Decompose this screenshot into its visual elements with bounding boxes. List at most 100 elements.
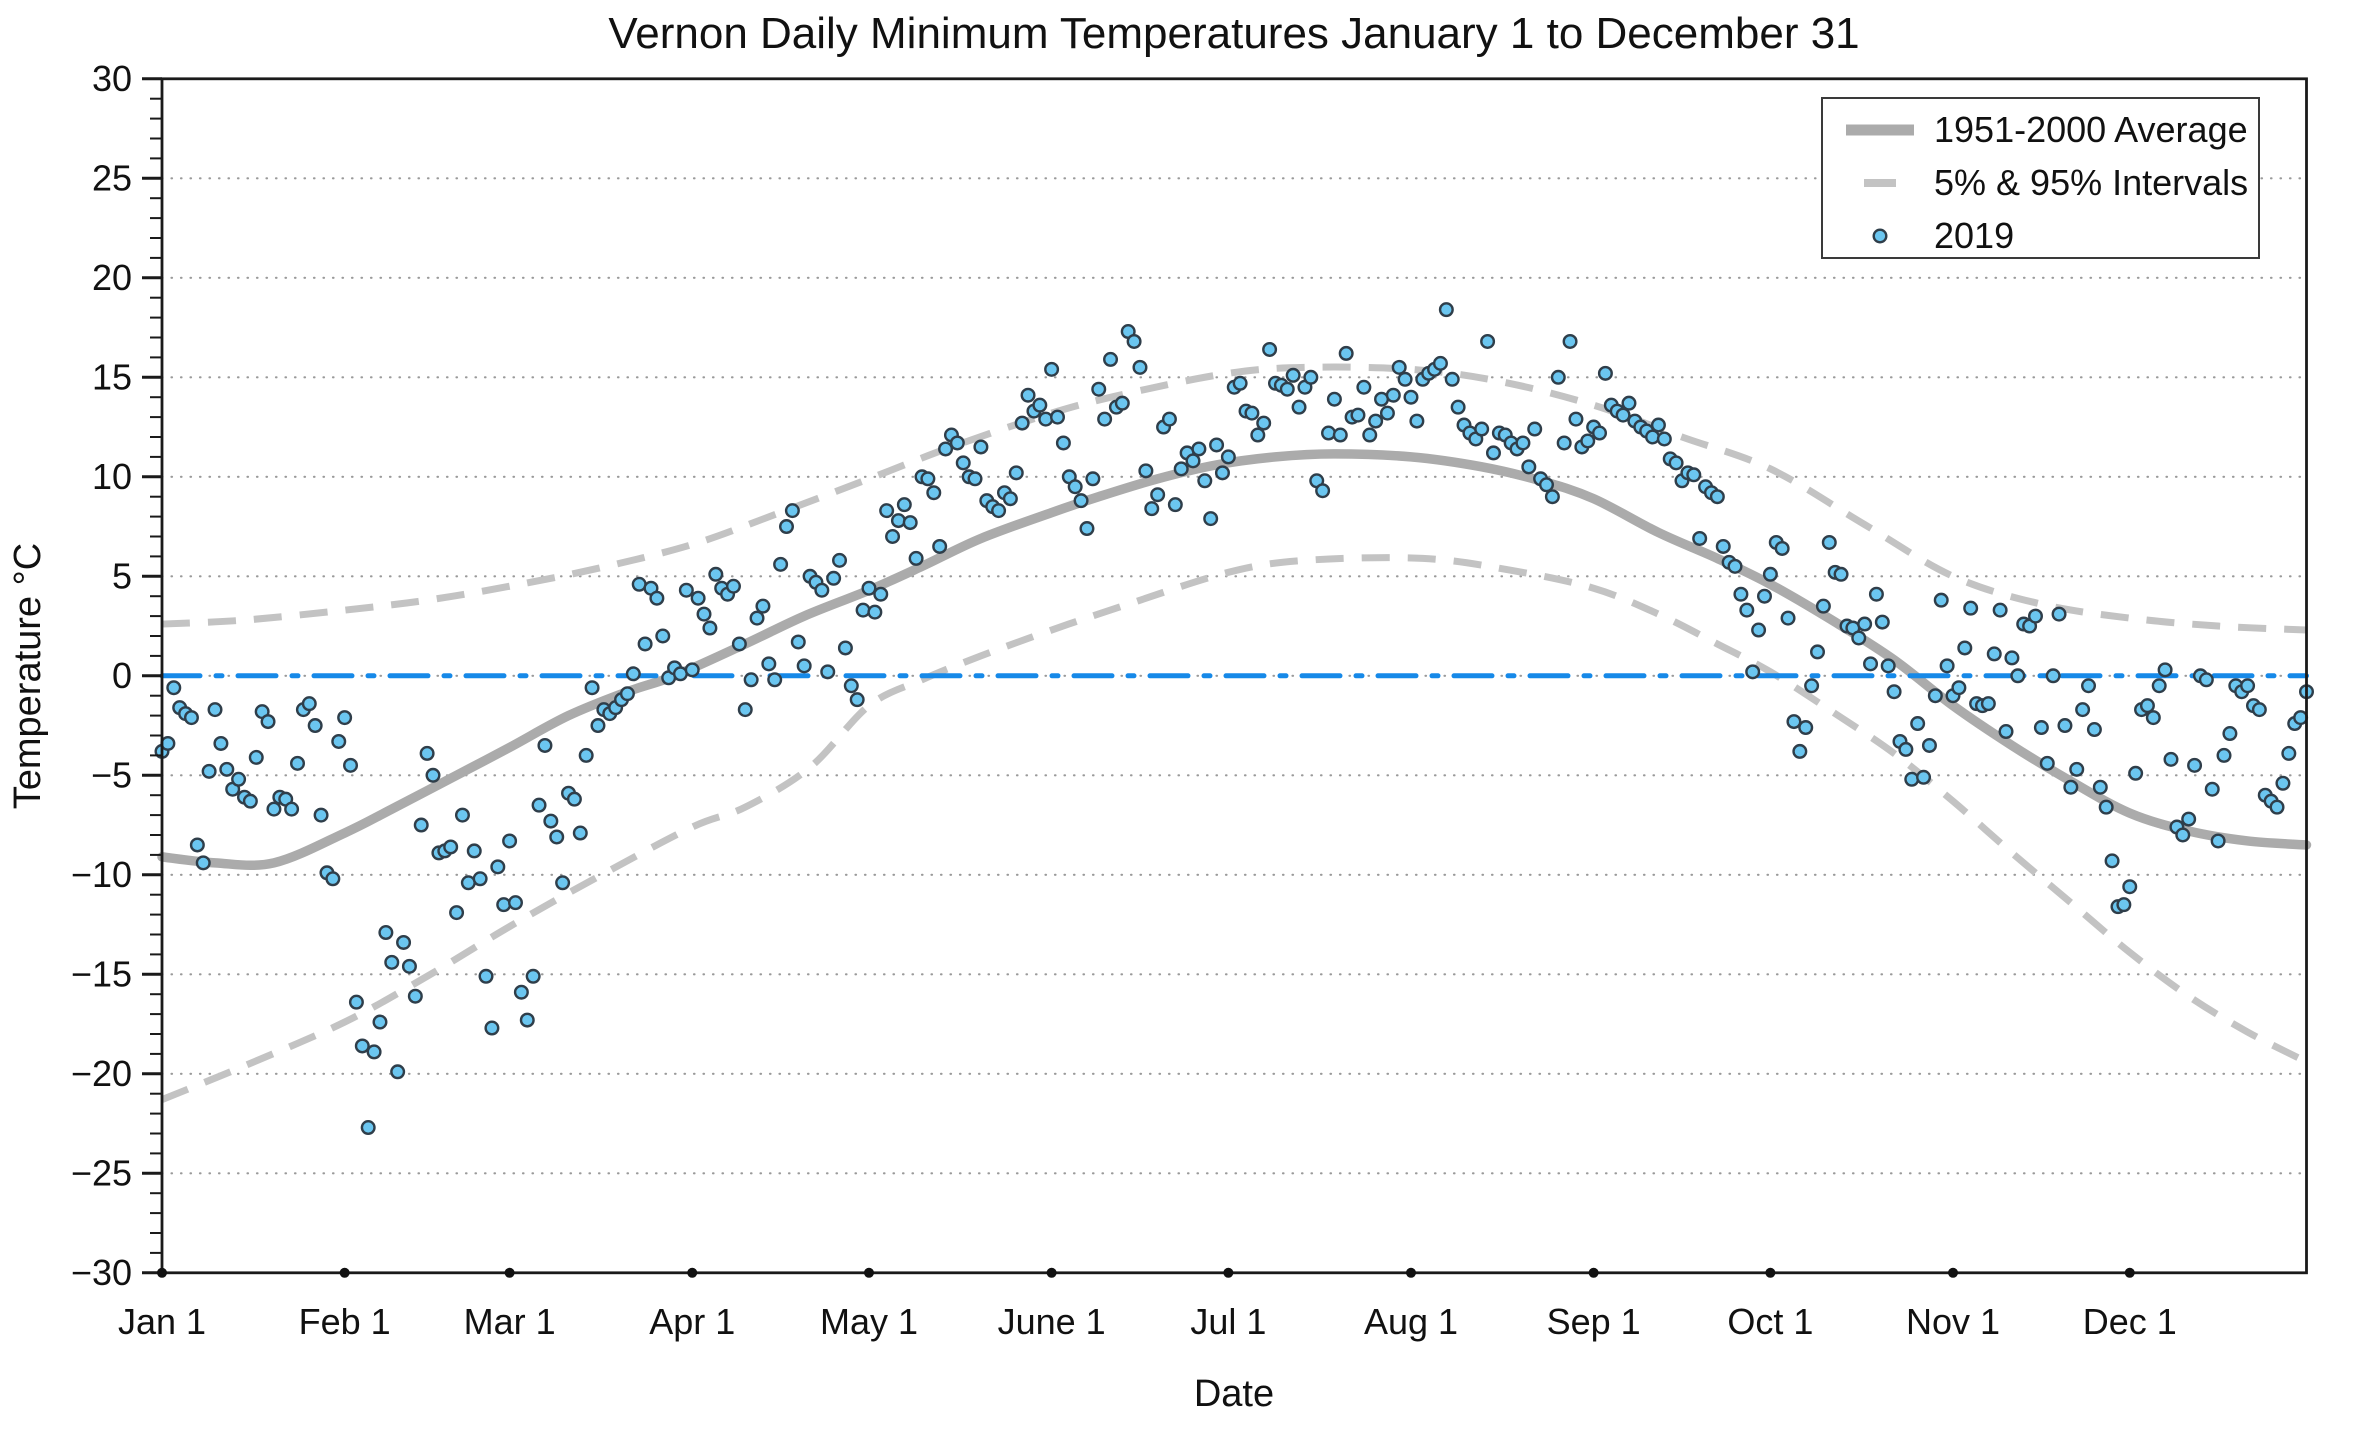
scatter-point: [1002, 491, 1018, 507]
scatter-point: [731, 636, 747, 652]
scatter-point: [2045, 668, 2061, 684]
scatter-point: [555, 875, 571, 891]
scatter-point: [466, 843, 482, 859]
scatter-point: [248, 749, 264, 765]
scatter-point: [1338, 345, 1354, 361]
scatter-point: [2116, 897, 2132, 913]
scatter-point: [1256, 415, 1272, 431]
scatter-point: [2269, 799, 2285, 815]
scatter-point: [637, 636, 653, 652]
scatter-point: [1073, 493, 1089, 509]
scatter-point: [584, 680, 600, 696]
scatter-point: [472, 871, 488, 887]
scatter-point: [1792, 743, 1808, 759]
scatter-point: [1898, 741, 1914, 757]
scatter-point: [2063, 779, 2079, 795]
scatter-point: [784, 503, 800, 519]
scatter-point: [1810, 644, 1826, 660]
x-tick-label: Feb 1: [299, 1301, 391, 1342]
scatter-point: [242, 793, 258, 809]
scatter-point: [1939, 658, 1955, 674]
x-tick-label: Apr 1: [649, 1301, 735, 1342]
scatter-point: [1910, 716, 1926, 732]
scatter-point: [1963, 600, 1979, 616]
scatter-point: [1880, 658, 1896, 674]
scatter-point: [525, 968, 541, 984]
scatter-point: [1262, 341, 1278, 357]
scatter-point: [231, 771, 247, 787]
scatter-point: [1444, 371, 1460, 387]
y-tick-label: −10: [71, 854, 132, 895]
scatter-point: [725, 578, 741, 594]
chart-title: Vernon Daily Minimum Temperatures Januar…: [608, 9, 1859, 58]
scatter-point: [1692, 530, 1708, 546]
scatter-point: [1209, 437, 1225, 453]
y-tick-label: −25: [71, 1152, 132, 1193]
month-marker-dot: [339, 1267, 350, 1278]
scatter-point: [1432, 355, 1448, 371]
scatter-point: [678, 582, 694, 598]
x-tick-label: Aug 1: [1364, 1301, 1458, 1342]
scatter-point: [1350, 407, 1366, 423]
scatter-point: [1998, 724, 2014, 740]
scatter-point: [543, 813, 559, 829]
scatter-point: [2275, 775, 2291, 791]
scatter-point: [696, 606, 712, 622]
y-axis-ticks: 30 25 20 15 10 5 0 −5 −10 −15 −20 −25 −30: [71, 58, 162, 1293]
scatter-point: [2104, 853, 2120, 869]
scatter-point: [1409, 413, 1425, 429]
scatter-point: [814, 582, 830, 598]
scatter-point: [1874, 614, 1890, 630]
scatter-point: [2187, 757, 2203, 773]
scatter-point: [2069, 761, 2085, 777]
scatter-point: [378, 925, 394, 941]
scatter-point: [490, 859, 506, 875]
scatter-point: [484, 1020, 500, 1036]
scatter-point: [425, 767, 441, 783]
scatter-point: [1921, 737, 1937, 753]
scatter-point: [1132, 359, 1148, 375]
month-marker-dot: [687, 1267, 698, 1278]
scatter-point: [1067, 479, 1083, 495]
scatter-point: [213, 735, 229, 751]
scatter-point: [1521, 459, 1537, 475]
x-tick-label: May 1: [820, 1301, 918, 1342]
scatter-point: [354, 1038, 370, 1054]
y-tick-label: 10: [92, 456, 132, 497]
scatter-point: [761, 656, 777, 672]
scatter-point: [2128, 765, 2144, 781]
scatter-point: [855, 602, 871, 618]
scatter-point: [1980, 696, 1996, 712]
scatter-point: [2027, 608, 2043, 624]
scatter-point: [1020, 387, 1036, 403]
scatter-point: [396, 934, 412, 950]
scatter-point: [938, 441, 954, 457]
scatter-point: [1686, 467, 1702, 483]
scatter-point: [1356, 379, 1372, 395]
scatter-point: [1739, 602, 1755, 618]
interval-95-line: [161, 363, 2307, 634]
y-tick-label: 30: [92, 58, 132, 99]
scatter-point: [1480, 333, 1496, 349]
scatter-point: [443, 839, 459, 855]
x-tick-label: Jan 1: [118, 1301, 206, 1342]
scatter-point: [1780, 610, 1796, 626]
scatter-point: [343, 757, 359, 773]
y-tick-label: 15: [92, 356, 132, 397]
scatter-point: [1103, 351, 1119, 367]
scatter-point: [2057, 718, 2073, 734]
scatter-point: [572, 825, 588, 841]
scatter-point: [325, 871, 341, 887]
month-marker-dot: [1588, 1267, 1599, 1278]
scatter-point: [843, 678, 859, 694]
scatter-point: [366, 1044, 382, 1060]
scatter-point: [2092, 779, 2108, 795]
x-tick-label: Dec 1: [2083, 1301, 2177, 1342]
scatter-point: [189, 837, 205, 853]
scatter-point: [1197, 473, 1213, 489]
scatter-point: [690, 590, 706, 606]
scatter-point: [1580, 433, 1596, 449]
scatter-point: [2210, 833, 2226, 849]
scatter-point: [348, 994, 364, 1010]
scatter-point: [307, 718, 323, 734]
